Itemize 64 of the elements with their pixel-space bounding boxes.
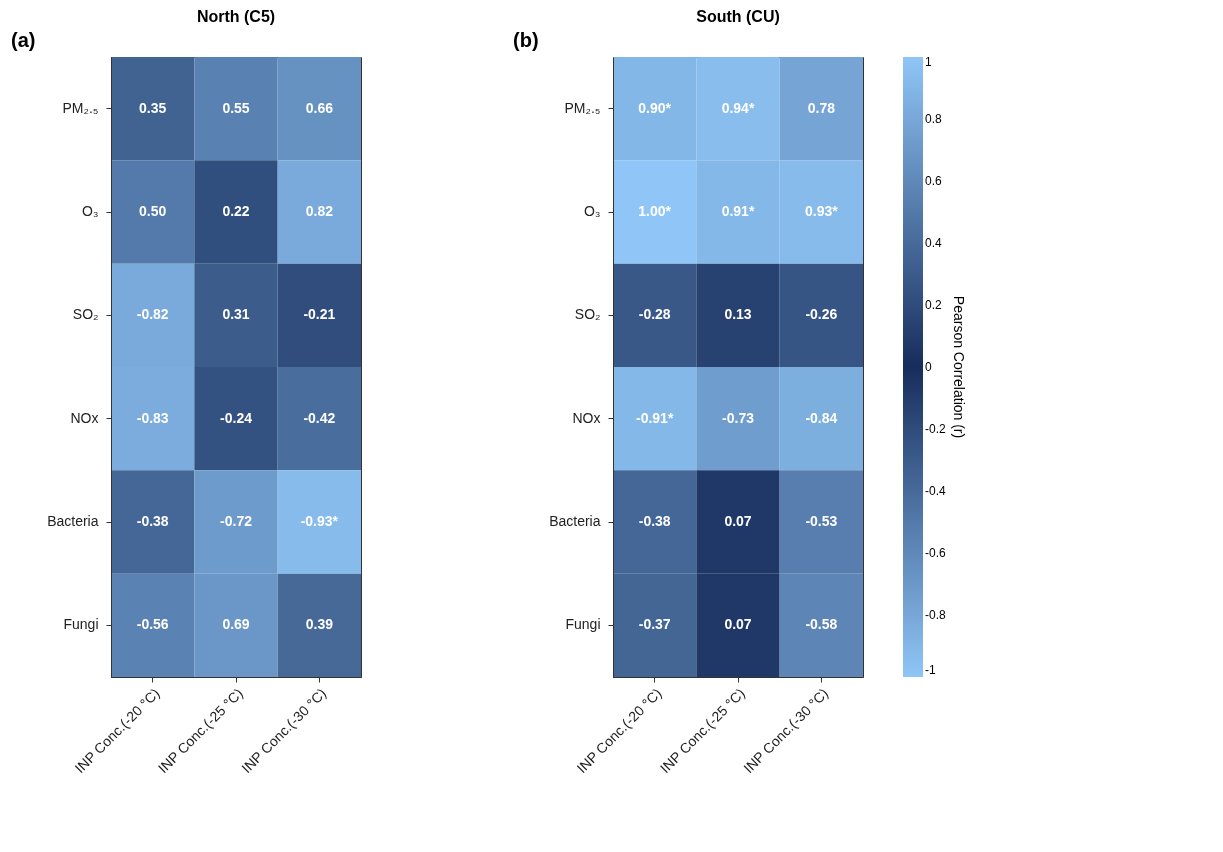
data-label: 0.07	[724, 616, 752, 633]
data-label: -0.26	[805, 306, 838, 323]
data-label: 0.78	[807, 99, 836, 116]
data-label: -0.28	[638, 306, 671, 323]
data-label: -0.37	[638, 616, 671, 633]
data-label: -0.82	[136, 306, 169, 323]
data-label: -0.83	[136, 409, 169, 426]
data-label: 0.07	[724, 513, 752, 529]
data-label: 0.22	[222, 203, 250, 219]
data-label: -0.24	[220, 409, 253, 426]
data-label: -0.84	[805, 409, 838, 426]
data-label: 0.35	[139, 99, 167, 116]
y-tick-label: SO₂	[72, 306, 99, 323]
y-tick-label: O₃	[583, 203, 601, 219]
color-bar-label: -1	[925, 663, 936, 677]
y-tick-label: SO₂	[574, 306, 601, 323]
data-label: 0.39	[305, 616, 334, 633]
color-bar-label: 0	[925, 360, 932, 374]
chart-title: South (CU)	[696, 8, 780, 25]
y-tick-label: NOx	[572, 409, 601, 426]
y-tick-label: O₃	[81, 203, 99, 219]
y-tick-label: Bacteria	[549, 513, 601, 529]
text: (b)	[513, 29, 539, 51]
color-bar-label: 0.8	[925, 112, 943, 126]
data-label: 0.82	[305, 203, 334, 219]
data-label: -0.93*	[300, 513, 339, 529]
data-label: 1.00*	[638, 203, 672, 219]
data-label: -0.91*	[635, 409, 674, 426]
color-bar-label: 0.6	[925, 174, 943, 188]
y-tick-label: PM₂.₅	[62, 99, 99, 116]
data-label: 0.50	[139, 203, 167, 219]
y-tick-label: Fungi	[565, 616, 601, 633]
color-bar-label: -0.4	[925, 484, 946, 498]
text: (a)	[11, 29, 36, 51]
data-label: 0.13	[724, 306, 752, 323]
color-bar-label: 0.4	[925, 236, 943, 250]
color-bar-label: 0.2	[925, 298, 943, 312]
color-bar-label: -0.6	[925, 546, 946, 560]
color-bar-label: -0.2	[925, 422, 946, 436]
data-label: 0.55	[222, 99, 250, 116]
data-label: 0.94*	[721, 99, 755, 116]
color-bar-label: -0.8	[925, 608, 946, 622]
y-tick-label: Bacteria	[47, 513, 99, 529]
data-label: -0.73	[722, 409, 755, 426]
data-label: -0.56	[136, 616, 169, 633]
chart-title: North (C5)	[196, 8, 276, 25]
data-label: -0.53	[805, 513, 838, 529]
data-label: -0.72	[220, 513, 253, 529]
data-label: -0.42	[303, 409, 336, 426]
data-label: -0.38	[136, 513, 169, 529]
data-label: 0.31	[222, 306, 250, 323]
data-label: -0.21	[303, 306, 336, 323]
data-label: -0.38	[638, 513, 671, 529]
data-label: 0.66	[305, 99, 334, 116]
data-label: -0.58	[805, 616, 838, 633]
data-label: 0.69	[222, 616, 250, 633]
color-bar-title: Pearson Correlation (r)	[951, 295, 967, 439]
y-tick-label: NOx	[70, 409, 99, 426]
data-label: 0.90*	[638, 99, 672, 116]
data-label: 0.93*	[804, 203, 839, 219]
y-tick-label: PM₂.₅	[564, 99, 601, 116]
color-bar-label: 1	[925, 55, 932, 69]
data-label: 0.91*	[721, 203, 755, 219]
y-tick-label: Fungi	[63, 616, 99, 633]
